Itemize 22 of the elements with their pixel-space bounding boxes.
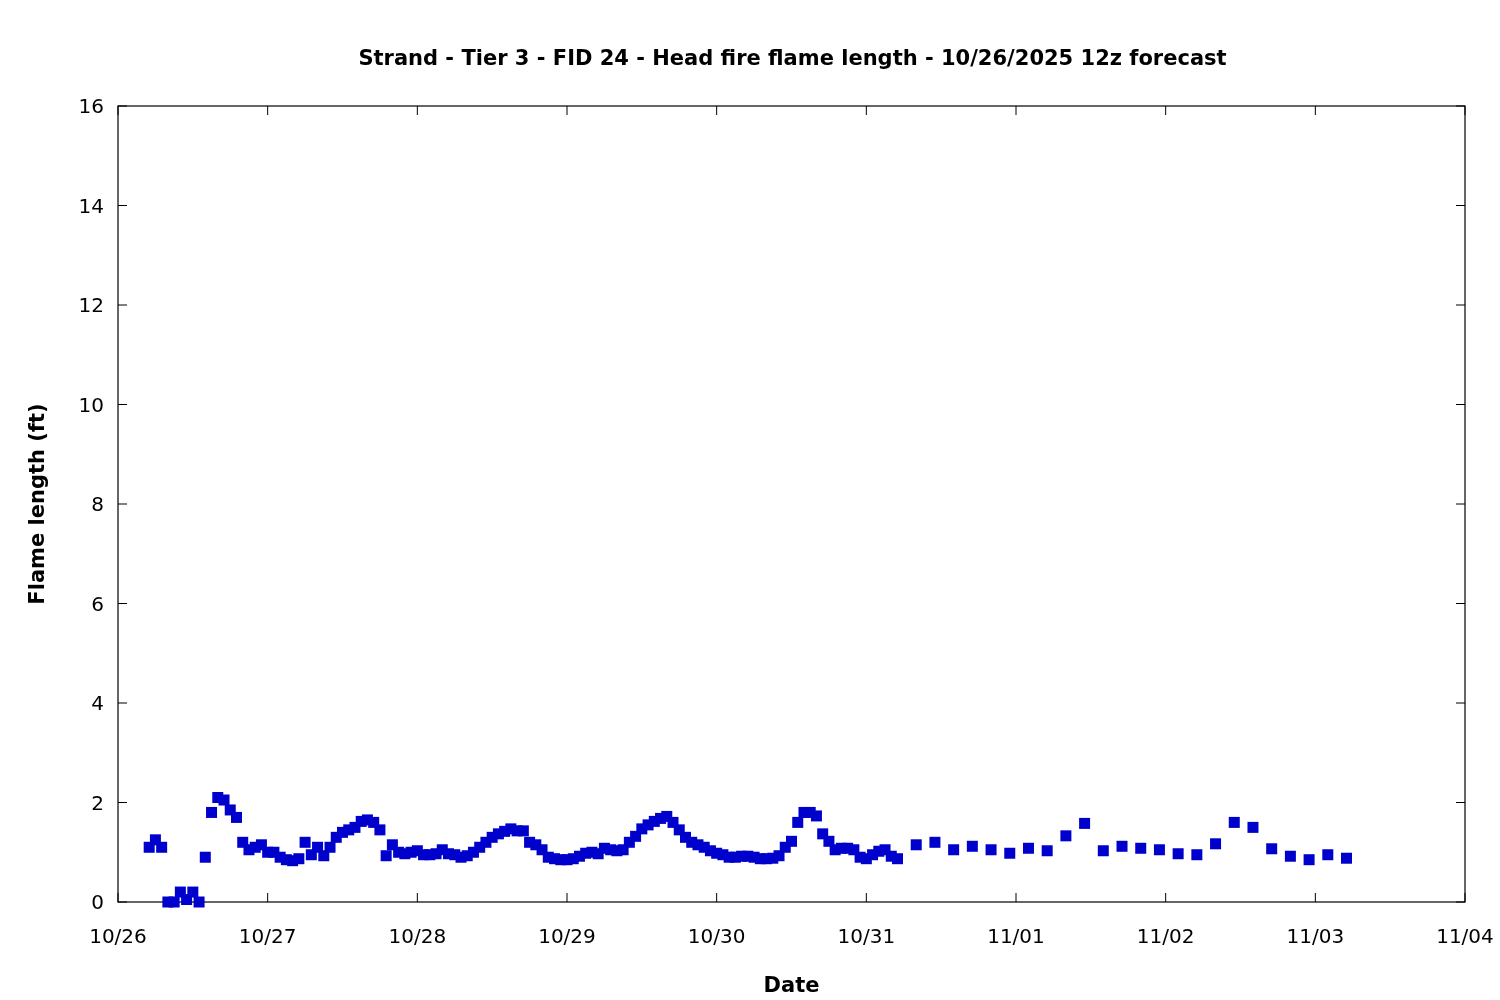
- x-tick-label: 10/30: [687, 924, 746, 948]
- x-tick-label: 10/27: [238, 924, 297, 948]
- y-tick-label: 16: [78, 94, 104, 118]
- y-tick-label: 4: [91, 691, 104, 715]
- y-tick-label: 10: [78, 392, 104, 417]
- y-tick-label: 12: [78, 293, 104, 317]
- x-tick-label: 11/03: [1286, 924, 1345, 948]
- chart-title: Strand - Tier 3 - FID 24 - Head fire flame length - 10/26/2025 12z forecast: [358, 46, 1227, 70]
- y-tick-label: 0: [91, 890, 104, 914]
- x-axis-title: Date: [763, 973, 820, 997]
- y-tick-label: 14: [78, 193, 104, 218]
- x-tick-label: 10/31: [837, 924, 896, 948]
- x-tick-label: 11/04: [1436, 924, 1494, 948]
- x-tick-label: 11/01: [987, 924, 1045, 948]
- y-tick-label: 2: [91, 790, 104, 815]
- x-tick-label: 10/28: [388, 924, 447, 948]
- y-tick-label: 8: [91, 492, 104, 516]
- x-tick-label: 10/26: [89, 924, 147, 948]
- x-tick-label: 11/02: [1136, 924, 1195, 948]
- y-tick-label: 6: [91, 591, 104, 616]
- y-axis-title: Flame length (ft): [25, 403, 49, 605]
- x-tick-label: 10/29: [538, 924, 596, 948]
